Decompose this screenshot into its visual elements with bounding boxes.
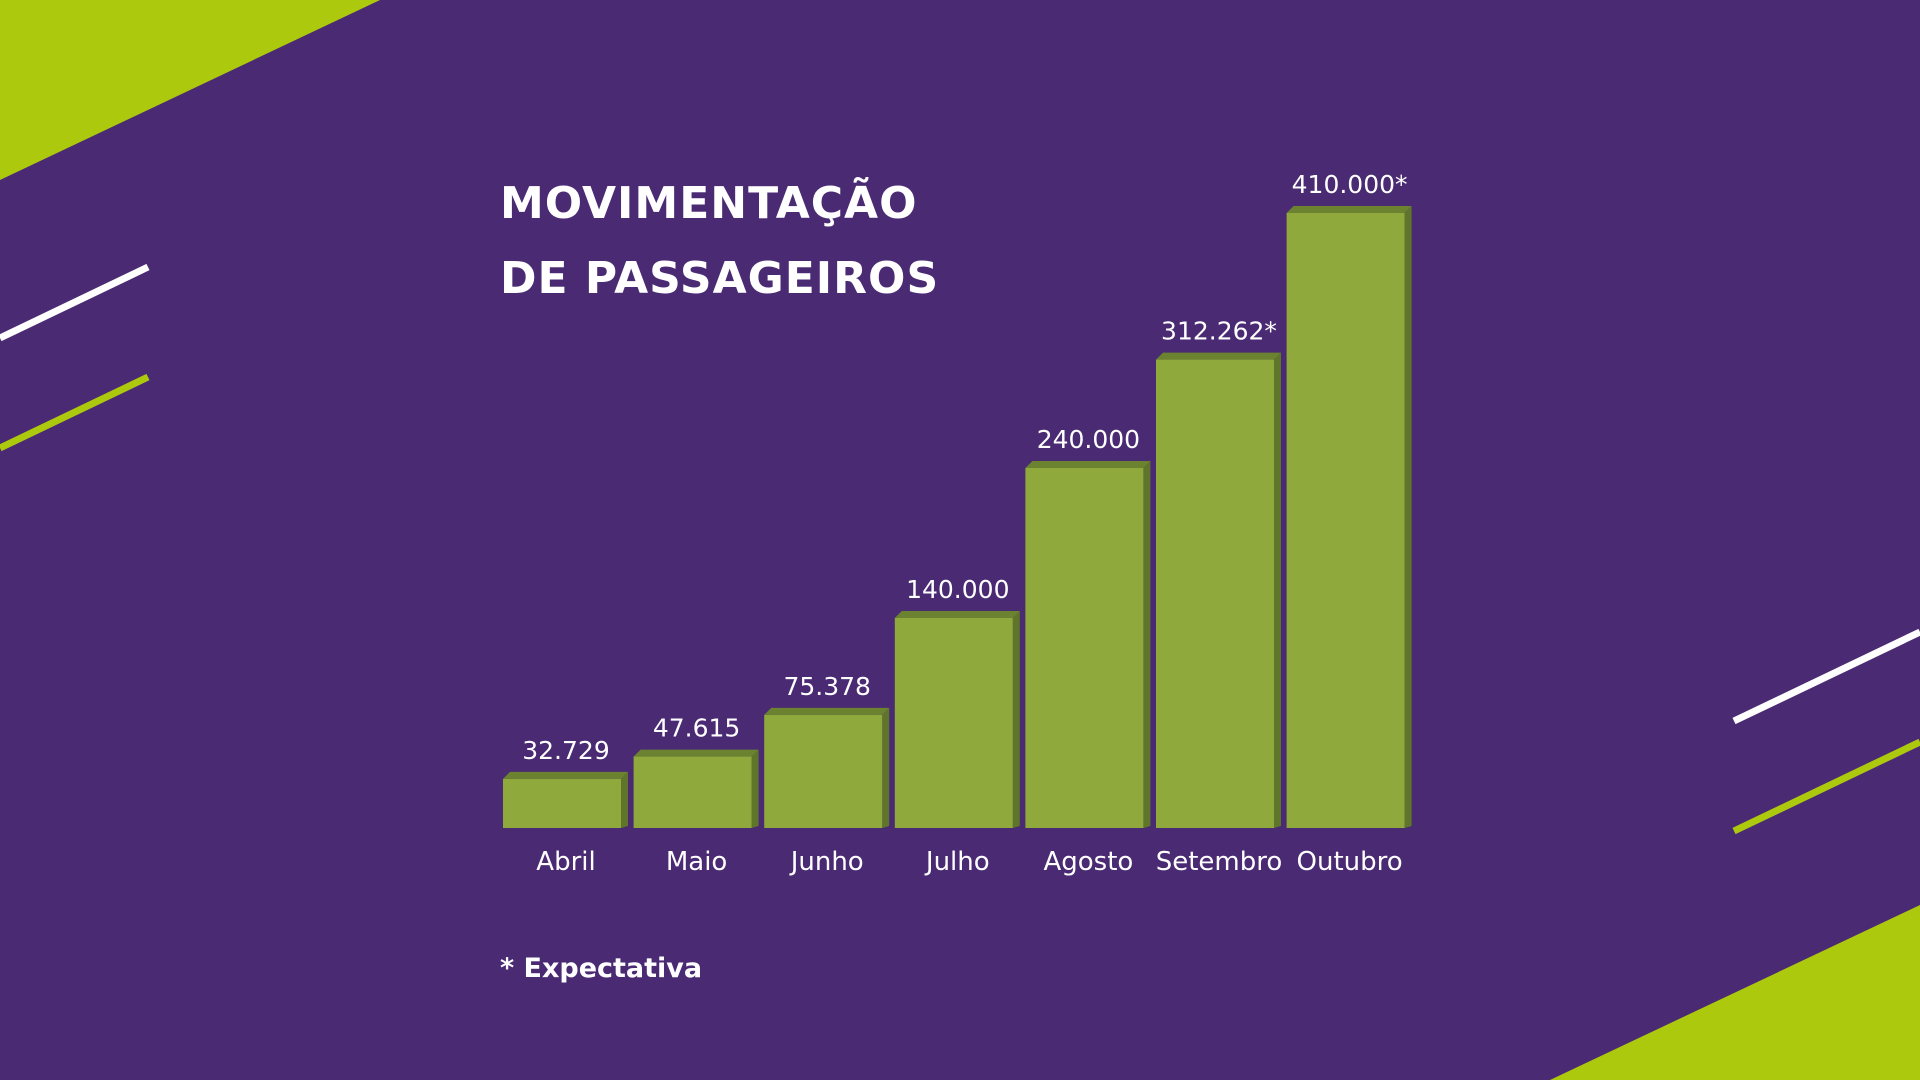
x-tick-label: Maio [666,847,728,877]
data-label: 240.000 [1037,425,1140,454]
bar-group-abril: 32.729 Abril [503,736,628,877]
data-label: 312.262* [1161,317,1277,346]
lime-corner-top-left [0,0,380,180]
bar-side [1012,611,1020,828]
bar-group-setembro: 312.262* Setembro [1156,317,1283,877]
data-label: 75.378 [783,672,870,701]
bar-side [1404,206,1412,828]
x-tick-label: Julho [924,847,990,877]
bar-group-outubro: 410.000* Outubro [1286,170,1412,877]
lime-stripe-left [0,373,150,452]
bar-top [764,707,890,715]
bar-top [633,749,759,757]
bar-side [1143,461,1151,828]
chart-title-line-1: MOVIMENTAÇÃO [500,178,918,229]
bar [1156,359,1274,828]
bar-top [1156,352,1281,360]
bar [633,756,752,828]
bar-group-julho: 140.000 Julho [894,575,1020,877]
white-stripe-right [1732,628,1920,725]
lime-corner-bottom-right [1550,905,1920,1080]
bar-side [621,771,628,828]
x-tick-label: Outubro [1297,847,1403,877]
bar-top [1286,206,1412,213]
data-label: 32.729 [522,736,609,765]
bar-group-agosto: 240.000 Agosto [1025,425,1151,877]
x-tick-label: Abril [536,847,595,877]
data-label: 410.000* [1292,170,1408,199]
bar-side [751,749,759,828]
bar-group-junho: 75.378 Junho [764,672,890,877]
footnote: * Expectativa [500,953,703,984]
bar [894,618,1013,828]
bar [1025,468,1144,828]
bar [764,714,883,828]
data-label: 47.615 [653,714,740,743]
bar-side [1274,352,1281,828]
x-tick-label: Agosto [1043,847,1133,877]
white-stripe-left [0,263,150,342]
bar [1286,213,1405,828]
bar-top [503,771,628,779]
bar [503,778,621,828]
bar-side [882,707,890,828]
data-label: 140.000 [906,575,1009,604]
bar-group-maio: 47.615 Maio [633,714,759,877]
x-tick-label: Setembro [1156,847,1283,877]
bar-top [1025,461,1151,468]
chart-title-line-2: DE PASSAGEIROS [500,253,940,304]
bar-top [894,611,1020,618]
lime-stripe-right [1732,738,1920,835]
x-tick-label: Junho [789,847,864,877]
